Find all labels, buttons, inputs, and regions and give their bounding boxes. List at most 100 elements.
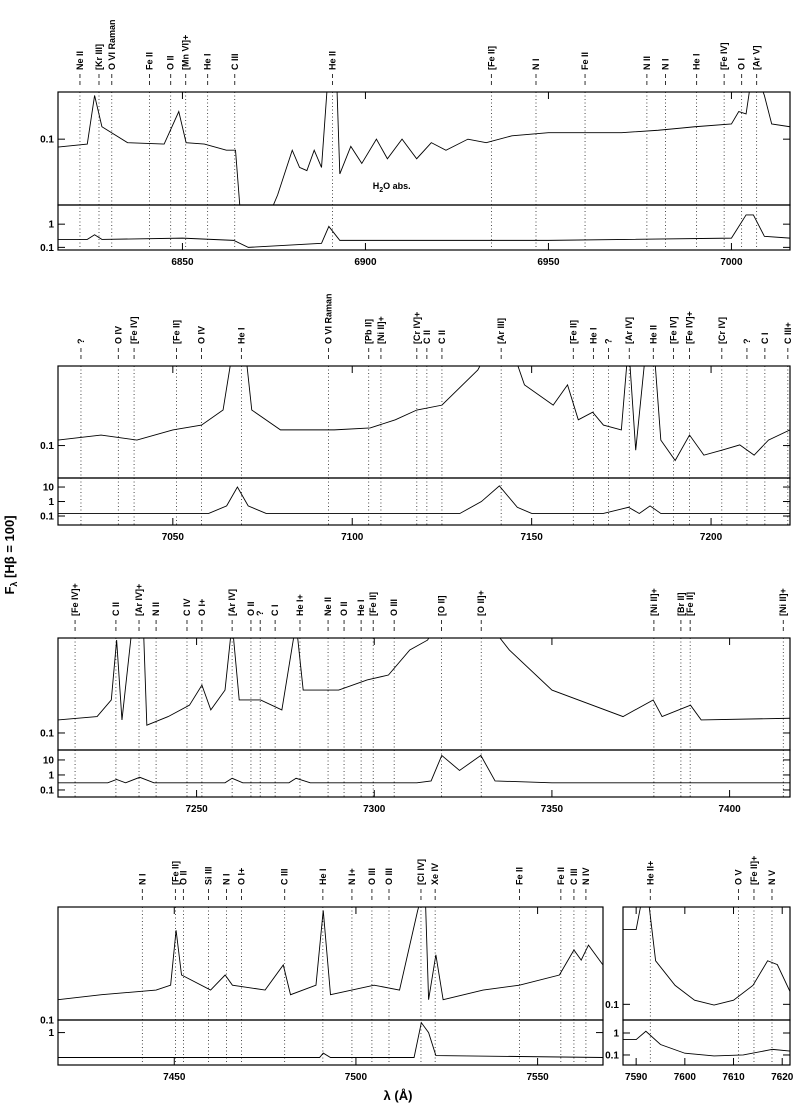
y-tick-label: 1 (48, 770, 54, 781)
line-id-label: N I (661, 58, 671, 70)
y-tick-label: 1 (48, 220, 54, 231)
line-id-label: Fe II (514, 867, 524, 885)
line-id-label: [Fe IV] (719, 42, 729, 70)
y-label-main: F (2, 587, 17, 595)
y-tick-label: 10 (43, 755, 55, 766)
x-tick-label: 7600 (674, 1072, 697, 1083)
spectrum (58, 92, 790, 205)
line-id-label: [Fe IV]+ (685, 311, 695, 344)
spectrum (58, 754, 790, 784)
line-id-label: C II (111, 602, 121, 616)
line-id-label: O II (339, 601, 349, 616)
annotation-main: H (373, 181, 380, 191)
x-tick-label: 6900 (354, 257, 377, 268)
line-id-label: ? (603, 339, 613, 345)
line-id-label: O III (384, 868, 394, 885)
line-id-label: He II (328, 51, 338, 70)
line-id-label: O I (737, 58, 747, 70)
panel-frame (57, 365, 791, 479)
line-id-label: [Fe II] (170, 861, 180, 885)
line-id-label: C III (280, 868, 290, 885)
panel-frame (57, 204, 791, 251)
line-id-label: [Fe IV] (668, 316, 678, 344)
x-tick-label: 7610 (722, 1072, 745, 1083)
line-id-label: Xe IV (430, 863, 440, 885)
line-id-label: [Fe II] (486, 46, 496, 70)
y-tick-label: 1 (48, 1028, 54, 1039)
line-id-label: [Pb II] (364, 319, 374, 344)
y-tick-label: 10 (43, 483, 55, 494)
line-id-label: He I (318, 868, 328, 885)
y-label-rest: [Hβ = 100] (2, 515, 17, 581)
x-tick-label: 6850 (171, 257, 194, 268)
panel-frame (57, 1019, 604, 1066)
line-id-label: [Cl IV] (416, 859, 426, 885)
y-tick-label: 0.1 (40, 243, 54, 254)
line-id-label: Fe II (145, 52, 155, 70)
line-id-label: [Ar V] (752, 45, 762, 70)
line-id-label: O IV (197, 326, 207, 344)
line-id-label: He I (588, 327, 598, 344)
panel-frame (57, 749, 791, 798)
panel-frame (57, 637, 791, 751)
x-tick-label: 7200 (700, 532, 723, 543)
y-tick-label: 0.1 (40, 135, 54, 146)
y-tick-label: 0.1 (40, 785, 54, 796)
line-id-label: [Fe IV] (129, 316, 139, 344)
y-tick-label: 0.1 (605, 1000, 619, 1011)
line-id-label: C I (760, 332, 770, 344)
line-id-label: [Fe II] (368, 592, 378, 616)
line-id-label: ? (255, 611, 265, 617)
spectrum (623, 1030, 790, 1057)
line-id-label: ? (742, 339, 752, 345)
line-id-label: He I (236, 327, 246, 344)
line-id-label: O III (389, 599, 399, 616)
line-id-label: N I (531, 58, 541, 70)
y-tick-label: 0.1 (40, 728, 54, 739)
line-id-label: [Fe II]+ (749, 856, 759, 885)
x-tick-label: 7400 (718, 804, 741, 815)
line-id-label: ? (76, 339, 86, 345)
x-tick-label: 7050 (162, 532, 185, 543)
line-id-label: [Ar III] (496, 318, 506, 344)
line-id-label: O I+ (197, 599, 207, 616)
line-id-label: C II (437, 330, 447, 344)
x-tick-label: 7250 (185, 804, 208, 815)
line-id-label: O VI Raman (324, 293, 334, 344)
x-tick-label: 7550 (526, 1072, 549, 1083)
line-id-label: [Cr IV]+ (412, 312, 422, 344)
line-id-label: O II (246, 601, 256, 616)
spectrum (58, 1021, 603, 1058)
x-tick-label: 7450 (163, 1072, 186, 1083)
line-id-label: C IV (182, 598, 192, 616)
spectrum (623, 907, 790, 1006)
line-id-label: N IV (581, 867, 591, 885)
x-tick-label: 7300 (363, 804, 386, 815)
y-tick-label: 1 (48, 497, 54, 508)
line-id-label: He I (692, 53, 702, 70)
line-id-label: [Kr III] (94, 44, 104, 70)
annotation: H2O abs. (373, 181, 411, 194)
line-id-label: [O II] (436, 596, 446, 617)
line-id-label: C III+ (783, 322, 793, 344)
y-tick-label: 1 (613, 1028, 619, 1039)
line-id-label: Si III (203, 866, 213, 885)
line-id-label: He I (203, 53, 213, 70)
line-id-label: [Ar IV] (624, 317, 634, 344)
line-id-label: O I+ (236, 868, 246, 885)
y-tick-label: 0.1 (605, 1050, 619, 1061)
spectrum (58, 214, 790, 248)
panel-frame (57, 906, 604, 1021)
spectrum (58, 366, 790, 462)
line-id-label: He I (356, 599, 366, 616)
line-id-label: He I+ (295, 594, 305, 616)
spectrum (58, 638, 790, 726)
line-id-label: [Ar IV] (227, 589, 237, 616)
line-id-label: O IV (113, 326, 123, 344)
x-axis-label: λ (Å) (384, 1088, 413, 1103)
annotation-rest: O abs. (383, 181, 411, 191)
line-id-label: O V (733, 869, 743, 885)
line-id-label: O VI Raman (107, 19, 117, 70)
x-tick-label: 7350 (541, 804, 564, 815)
panel-frame (57, 91, 791, 206)
